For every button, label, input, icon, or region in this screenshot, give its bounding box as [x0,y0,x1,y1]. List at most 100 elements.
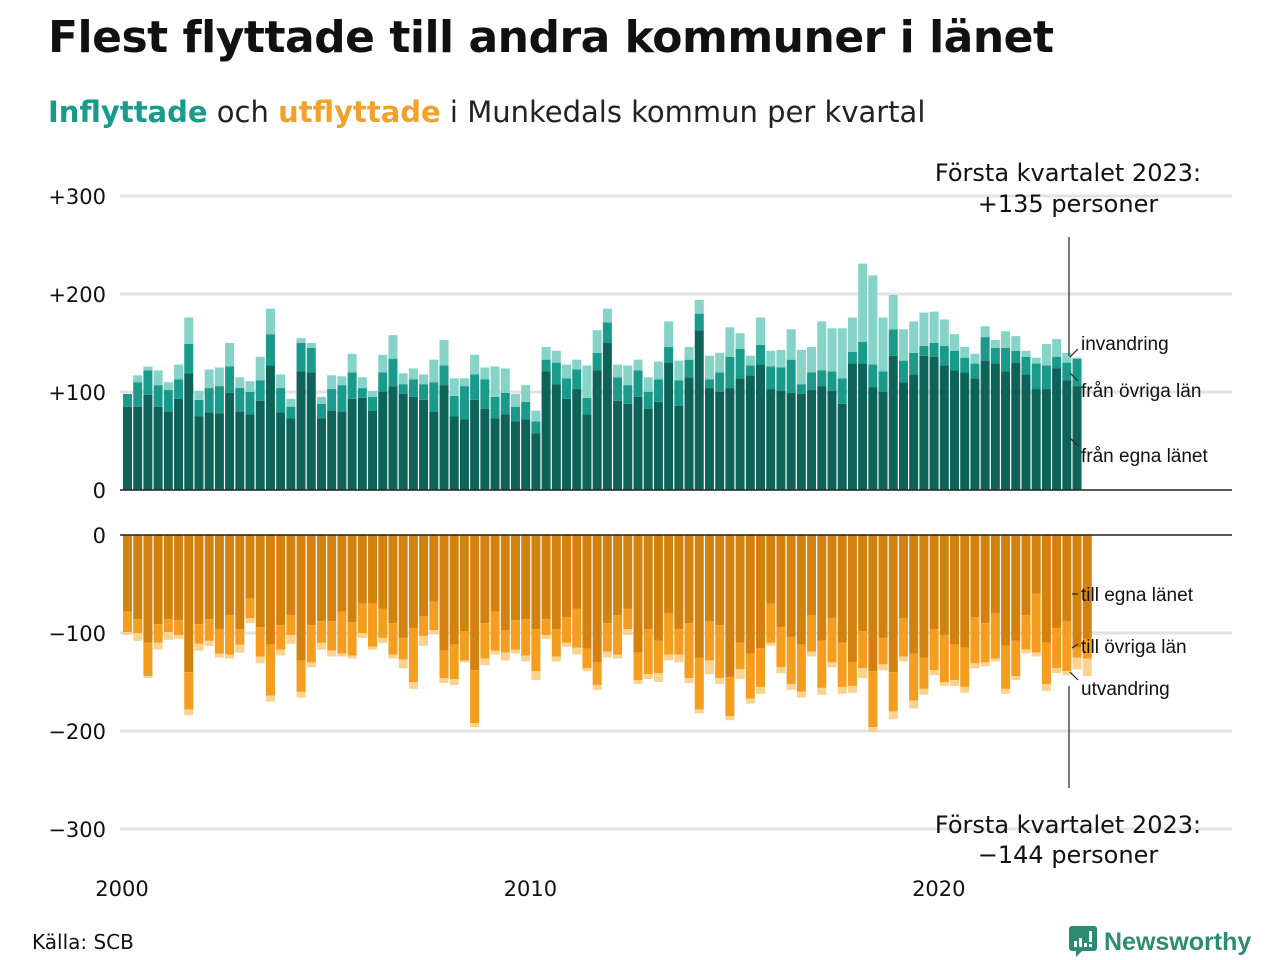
bar-till-egna-länet [643,535,653,630]
y-tick-label: −300 [48,818,106,842]
subtitle-utflyttade: utflyttade [278,95,441,129]
bar-utvandring [909,700,919,709]
bar-utvandring [602,651,612,658]
bar-till-egna-länet [378,535,388,609]
bar-utvandring [531,671,541,681]
bar-från-övriga-län [715,372,725,392]
bar-till-övriga-län [888,672,898,712]
bar-invandring [674,360,684,381]
bar-till-övriga-län [327,621,337,651]
bar-utvandring [653,673,663,682]
bar-från-övriga-län [184,343,194,374]
bar-invandring [276,374,286,389]
bar-till-övriga-län [214,629,224,654]
bar-utvandring [510,649,520,654]
bar-till-egna-länet [592,535,602,663]
bar-till-egna-länet [898,535,908,619]
bar-till-egna-länet [694,535,704,658]
bar-till-övriga-län [500,630,510,653]
bar-från-övriga-län [613,377,623,401]
bar-från-övriga-län [562,378,572,399]
bar-utvandring [194,643,204,651]
bar-till-egna-länet [510,535,520,621]
bar-från-egna-länet [602,343,612,490]
bar-från-övriga-län [919,345,929,356]
bar-från-övriga-län [643,392,653,409]
bar-till-övriga-län [858,631,868,669]
bar-till-övriga-län [184,672,194,710]
bar-till-egna-länet [541,535,551,620]
bar-från-egna-länet [562,398,572,490]
bar-till-egna-länet [664,535,674,614]
bar-till-egna-länet [225,535,235,616]
bar-till-övriga-län [1041,642,1051,684]
bar-till-egna-länet [715,535,725,626]
bar-utvandring [592,684,602,690]
bar-till-egna-länet [480,535,490,624]
bar-invandring [970,353,980,364]
bar-från-egna-länet [725,388,735,490]
bar-från-övriga-län [807,372,817,391]
bar-från-övriga-län [858,342,868,364]
bar-från-egna-länet [174,398,184,490]
bar-invandring [306,343,316,348]
out-annotation-line2: −144 personer [978,841,1159,869]
bar-invandring [439,340,449,366]
bar-till-övriga-län [1052,628,1062,669]
bar-från-egna-länet [990,363,1000,490]
bar-invandring [174,364,184,380]
bar-invandring [316,396,326,404]
bar-från-övriga-län [582,397,592,415]
bar-utvandring [766,642,776,646]
bar-utvandring [235,644,245,653]
bar-invandring [980,326,990,338]
bar-invandring [602,308,612,323]
bar-från-övriga-län [459,386,469,420]
bar-invandring [735,333,745,349]
bar-invandring [1001,331,1011,348]
bar-från-egna-länet [296,371,306,490]
bar-från-egna-länet [1041,389,1051,490]
bar-utvandring [776,667,786,674]
bar-till-övriga-län [613,615,623,655]
bar-från-egna-länet [980,360,990,490]
newsworthy-logo[interactable]: Newsworthy [1068,925,1251,959]
bar-invandring [500,368,510,393]
bar-till-egna-länet [398,535,408,638]
bar-till-övriga-län [633,652,643,681]
bar-från-egna-länet [265,365,275,490]
bar-från-övriga-län [756,344,766,365]
bar-från-egna-länet [408,396,418,490]
bar-till-övriga-län [980,623,990,663]
bar-till-övriga-län [225,615,235,655]
bar-från-egna-länet [459,419,469,490]
bar-till-egna-länet [572,535,582,609]
bar-invandring [357,377,367,389]
bar-invandring [878,317,888,372]
bar-invandring [521,385,531,402]
bar-från-egna-länet [827,391,837,490]
bar-till-övriga-län [868,671,878,728]
bar-från-övriga-län [235,388,245,412]
bar-till-egna-länet [337,535,347,612]
bar-till-övriga-län [1001,645,1011,689]
bar-till-egna-länet [582,535,592,649]
bar-från-egna-länet [357,397,367,490]
bar-från-egna-länet [756,364,766,490]
bar-invandring [868,275,878,365]
bar-utvandring [1021,649,1031,654]
bar-till-övriga-län [582,648,592,669]
subtitle-inflyttade: Inflyttade [48,95,208,129]
bar-från-egna-länet [643,408,653,490]
bar-utvandring [562,642,572,647]
bar-invandring [694,299,704,314]
bar-till-övriga-län [398,637,408,660]
bar-till-egna-länet [786,535,796,637]
bar-utvandring [429,630,439,634]
bar-utvandring [1031,652,1041,657]
bar-utvandring [265,695,275,702]
bar-till-övriga-län [735,642,745,670]
bar-invandring [225,343,235,367]
bar-från-egna-länet [939,365,949,490]
bar-utvandring [704,660,714,675]
